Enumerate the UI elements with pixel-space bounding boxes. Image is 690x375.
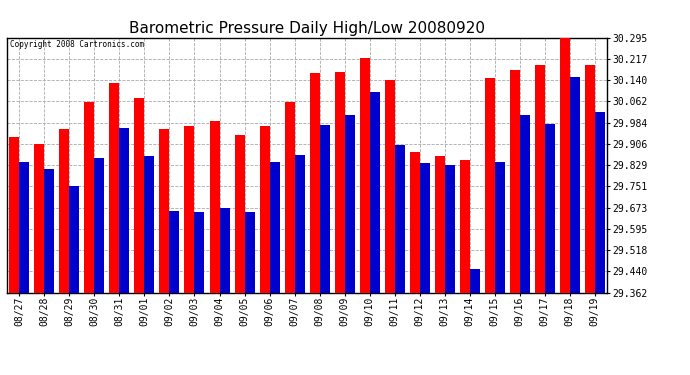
Bar [59,129,70,292]
Bar [170,211,179,292]
Bar [520,116,530,292]
Bar [420,163,430,292]
Bar [295,155,304,292]
Bar [135,98,144,292]
Bar [484,78,495,292]
Bar [510,70,520,292]
Bar [19,162,30,292]
Bar [470,269,480,292]
Bar [70,186,79,292]
Bar [544,124,555,292]
Bar [184,126,195,292]
Bar [310,73,319,292]
Bar [444,165,455,292]
Bar [595,112,604,292]
Bar [359,58,370,292]
Bar [284,102,295,292]
Bar [370,92,380,292]
Bar [435,156,444,292]
Bar [159,129,170,292]
Bar [34,144,44,292]
Bar [395,146,404,292]
Bar [335,72,344,292]
Bar [144,156,155,292]
Bar [95,158,104,292]
Bar [460,160,470,292]
Bar [560,38,570,292]
Bar [219,209,230,292]
Bar [570,77,580,292]
Bar [10,137,19,292]
Bar [344,116,355,292]
Bar [259,126,270,292]
Bar [195,212,204,292]
Bar [44,169,55,292]
Bar [244,212,255,292]
Bar [119,128,130,292]
Text: Copyright 2008 Cartronics.com: Copyright 2008 Cartronics.com [10,40,144,49]
Bar [535,65,544,292]
Bar [235,135,244,292]
Bar [410,152,420,292]
Bar [319,125,330,292]
Bar [84,102,95,292]
Bar [495,162,504,292]
Bar [210,121,219,292]
Bar [584,65,595,292]
Title: Barometric Pressure Daily High/Low 20080920: Barometric Pressure Daily High/Low 20080… [129,21,485,36]
Bar [384,80,395,292]
Bar [110,82,119,292]
Bar [270,162,279,292]
